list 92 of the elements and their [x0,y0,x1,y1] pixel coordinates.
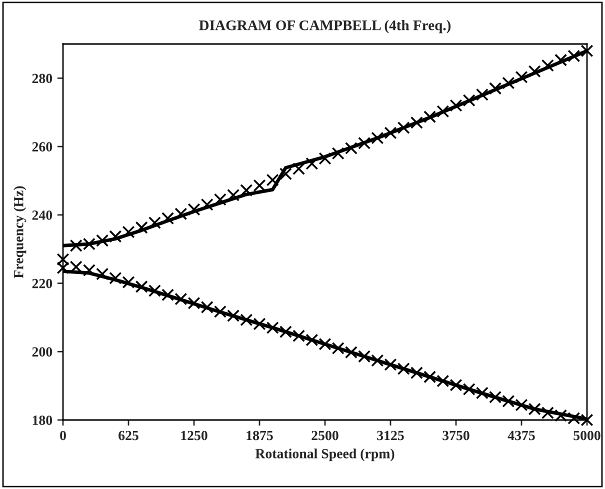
x-tick-label: 1875 [246,430,273,440]
point [450,99,462,112]
point [148,216,161,230]
point [200,300,214,314]
point [489,390,502,404]
point [306,334,318,346]
point [554,54,568,66]
point [410,116,423,129]
point [227,188,240,202]
point [240,314,253,326]
point [122,226,135,238]
point [462,94,476,107]
point [214,305,226,318]
y-tick-label: 240 [32,210,52,220]
point [318,152,332,165]
point [227,309,240,322]
point [109,272,122,284]
point [109,230,122,243]
point [240,184,253,197]
point [148,284,161,298]
x-tick-label: 625 [118,430,138,440]
point [450,378,462,392]
point [541,59,554,72]
point [292,330,306,342]
y-tick-label: 200 [32,347,52,357]
x-tick-label: 2500 [312,430,338,440]
point [371,132,384,144]
x-axis-title: Rotational Speed (rpm) [255,448,394,462]
x-tick-label: 1250 [181,430,208,440]
point [162,288,174,302]
point [266,321,279,334]
point [397,362,410,376]
point [188,296,200,310]
point [424,370,436,384]
point [515,398,528,412]
x-tick-label: 3125 [377,430,404,440]
y-tick-label: 220 [32,278,52,288]
point [96,234,109,247]
chart-title: DIAGRAM OF CAMPBELL (4th Freq.) [199,20,451,34]
x-tick-label: 0 [60,430,66,440]
point [489,82,502,95]
point [188,203,200,216]
point [462,382,476,396]
x-tick-label: 3750 [442,430,470,440]
y-tick-label: 280 [32,74,52,84]
y-axis-title: Frequency (Hz) [14,186,26,278]
point [397,121,410,134]
point [292,162,306,176]
x-tick-label: 4375 [508,430,535,440]
point [162,212,174,225]
point [332,342,344,354]
point [56,253,70,266]
x-tick-label: 5000 [574,430,600,440]
point [528,402,541,416]
point [135,221,148,234]
point [476,386,488,400]
point [436,105,450,118]
point [580,44,594,58]
point [318,338,332,350]
point [344,346,358,359]
point [384,358,397,371]
point [306,157,318,170]
point [200,198,214,211]
point [279,326,292,338]
point [135,280,148,293]
point [436,374,450,388]
point [214,193,226,206]
point [502,76,515,90]
point [344,142,358,155]
point [253,318,266,330]
point [371,354,384,367]
point [253,179,266,192]
y-tick-label: 260 [32,142,52,152]
point [82,264,96,277]
point [332,147,344,160]
point [266,174,279,186]
point [358,136,371,150]
point [174,208,188,220]
y-tick-label: 180 [32,416,52,425]
point [528,65,541,78]
point [515,70,528,84]
point [424,110,436,124]
point [174,292,188,306]
point [358,350,371,363]
point [568,50,580,62]
point [384,126,397,140]
point [476,88,488,101]
point [410,366,423,380]
point [502,394,515,408]
point [96,268,109,280]
point [122,276,135,289]
point [279,168,292,180]
